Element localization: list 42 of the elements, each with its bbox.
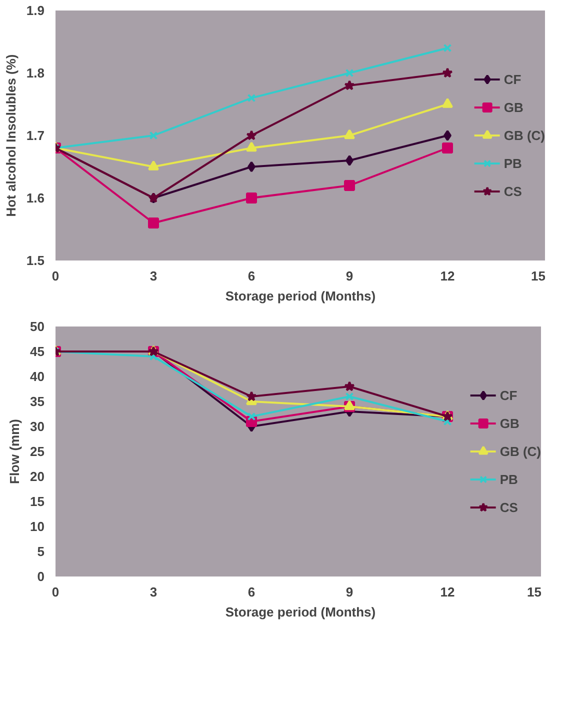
y-tick-label: 15 xyxy=(30,494,45,509)
y-tick-label: 5 xyxy=(37,544,45,559)
legend-label: GB xyxy=(504,100,524,114)
y-tick-label: 25 xyxy=(30,444,45,459)
y-tick-label: 30 xyxy=(30,419,45,434)
legend-label: GB (C) xyxy=(504,128,545,142)
legend-label: GB (C) xyxy=(500,444,541,458)
y-tick-label: 10 xyxy=(30,519,45,534)
x-tick-label: 0 xyxy=(52,268,60,284)
x-tick-label: 3 xyxy=(150,268,158,284)
x-tick-label: 12 xyxy=(440,268,455,284)
y-tick-label: 0 xyxy=(37,569,45,584)
y-tick-label: 45 xyxy=(30,344,45,359)
y-tick-label: 40 xyxy=(30,369,45,384)
x-tick-label: 3 xyxy=(150,584,158,600)
legend-label: GB xyxy=(500,416,520,430)
x-axis-title: Storage period (Months) xyxy=(225,604,376,620)
y-tick-label: 20 xyxy=(30,469,45,484)
y-tick-label: 1.9 xyxy=(26,3,45,18)
legend-label: PB xyxy=(500,472,519,486)
y-tick-label: 35 xyxy=(30,394,45,409)
y-tick-label: 50 xyxy=(30,319,45,334)
y-tick-label: 1.5 xyxy=(26,253,45,268)
legend-label: CS xyxy=(500,500,519,514)
x-tick-label: 15 xyxy=(527,584,542,600)
legend-label: CS xyxy=(504,184,523,198)
legend-label: CF xyxy=(504,72,522,86)
y-axis-title: Flow (mm) xyxy=(7,418,22,484)
x-tick-label: 6 xyxy=(248,268,256,284)
y-tick-label: 1.8 xyxy=(26,66,45,80)
x-tick-label: 15 xyxy=(531,268,546,284)
legend-label: PB xyxy=(504,156,523,170)
x-tick-label: 6 xyxy=(248,584,256,600)
x-axis-title: Storage period (Months) xyxy=(225,288,376,304)
x-tick-label: 12 xyxy=(440,584,455,600)
x-tick-label: 9 xyxy=(346,584,354,600)
y-axis-title: Hot alcohol Insolubles (%) xyxy=(3,54,18,217)
y-tick-label: 1.6 xyxy=(26,190,45,206)
y-tick-label: 1.7 xyxy=(26,128,45,143)
legend-label: CF xyxy=(500,388,518,402)
x-tick-label: 0 xyxy=(52,584,60,600)
x-tick-label: 9 xyxy=(346,268,354,284)
